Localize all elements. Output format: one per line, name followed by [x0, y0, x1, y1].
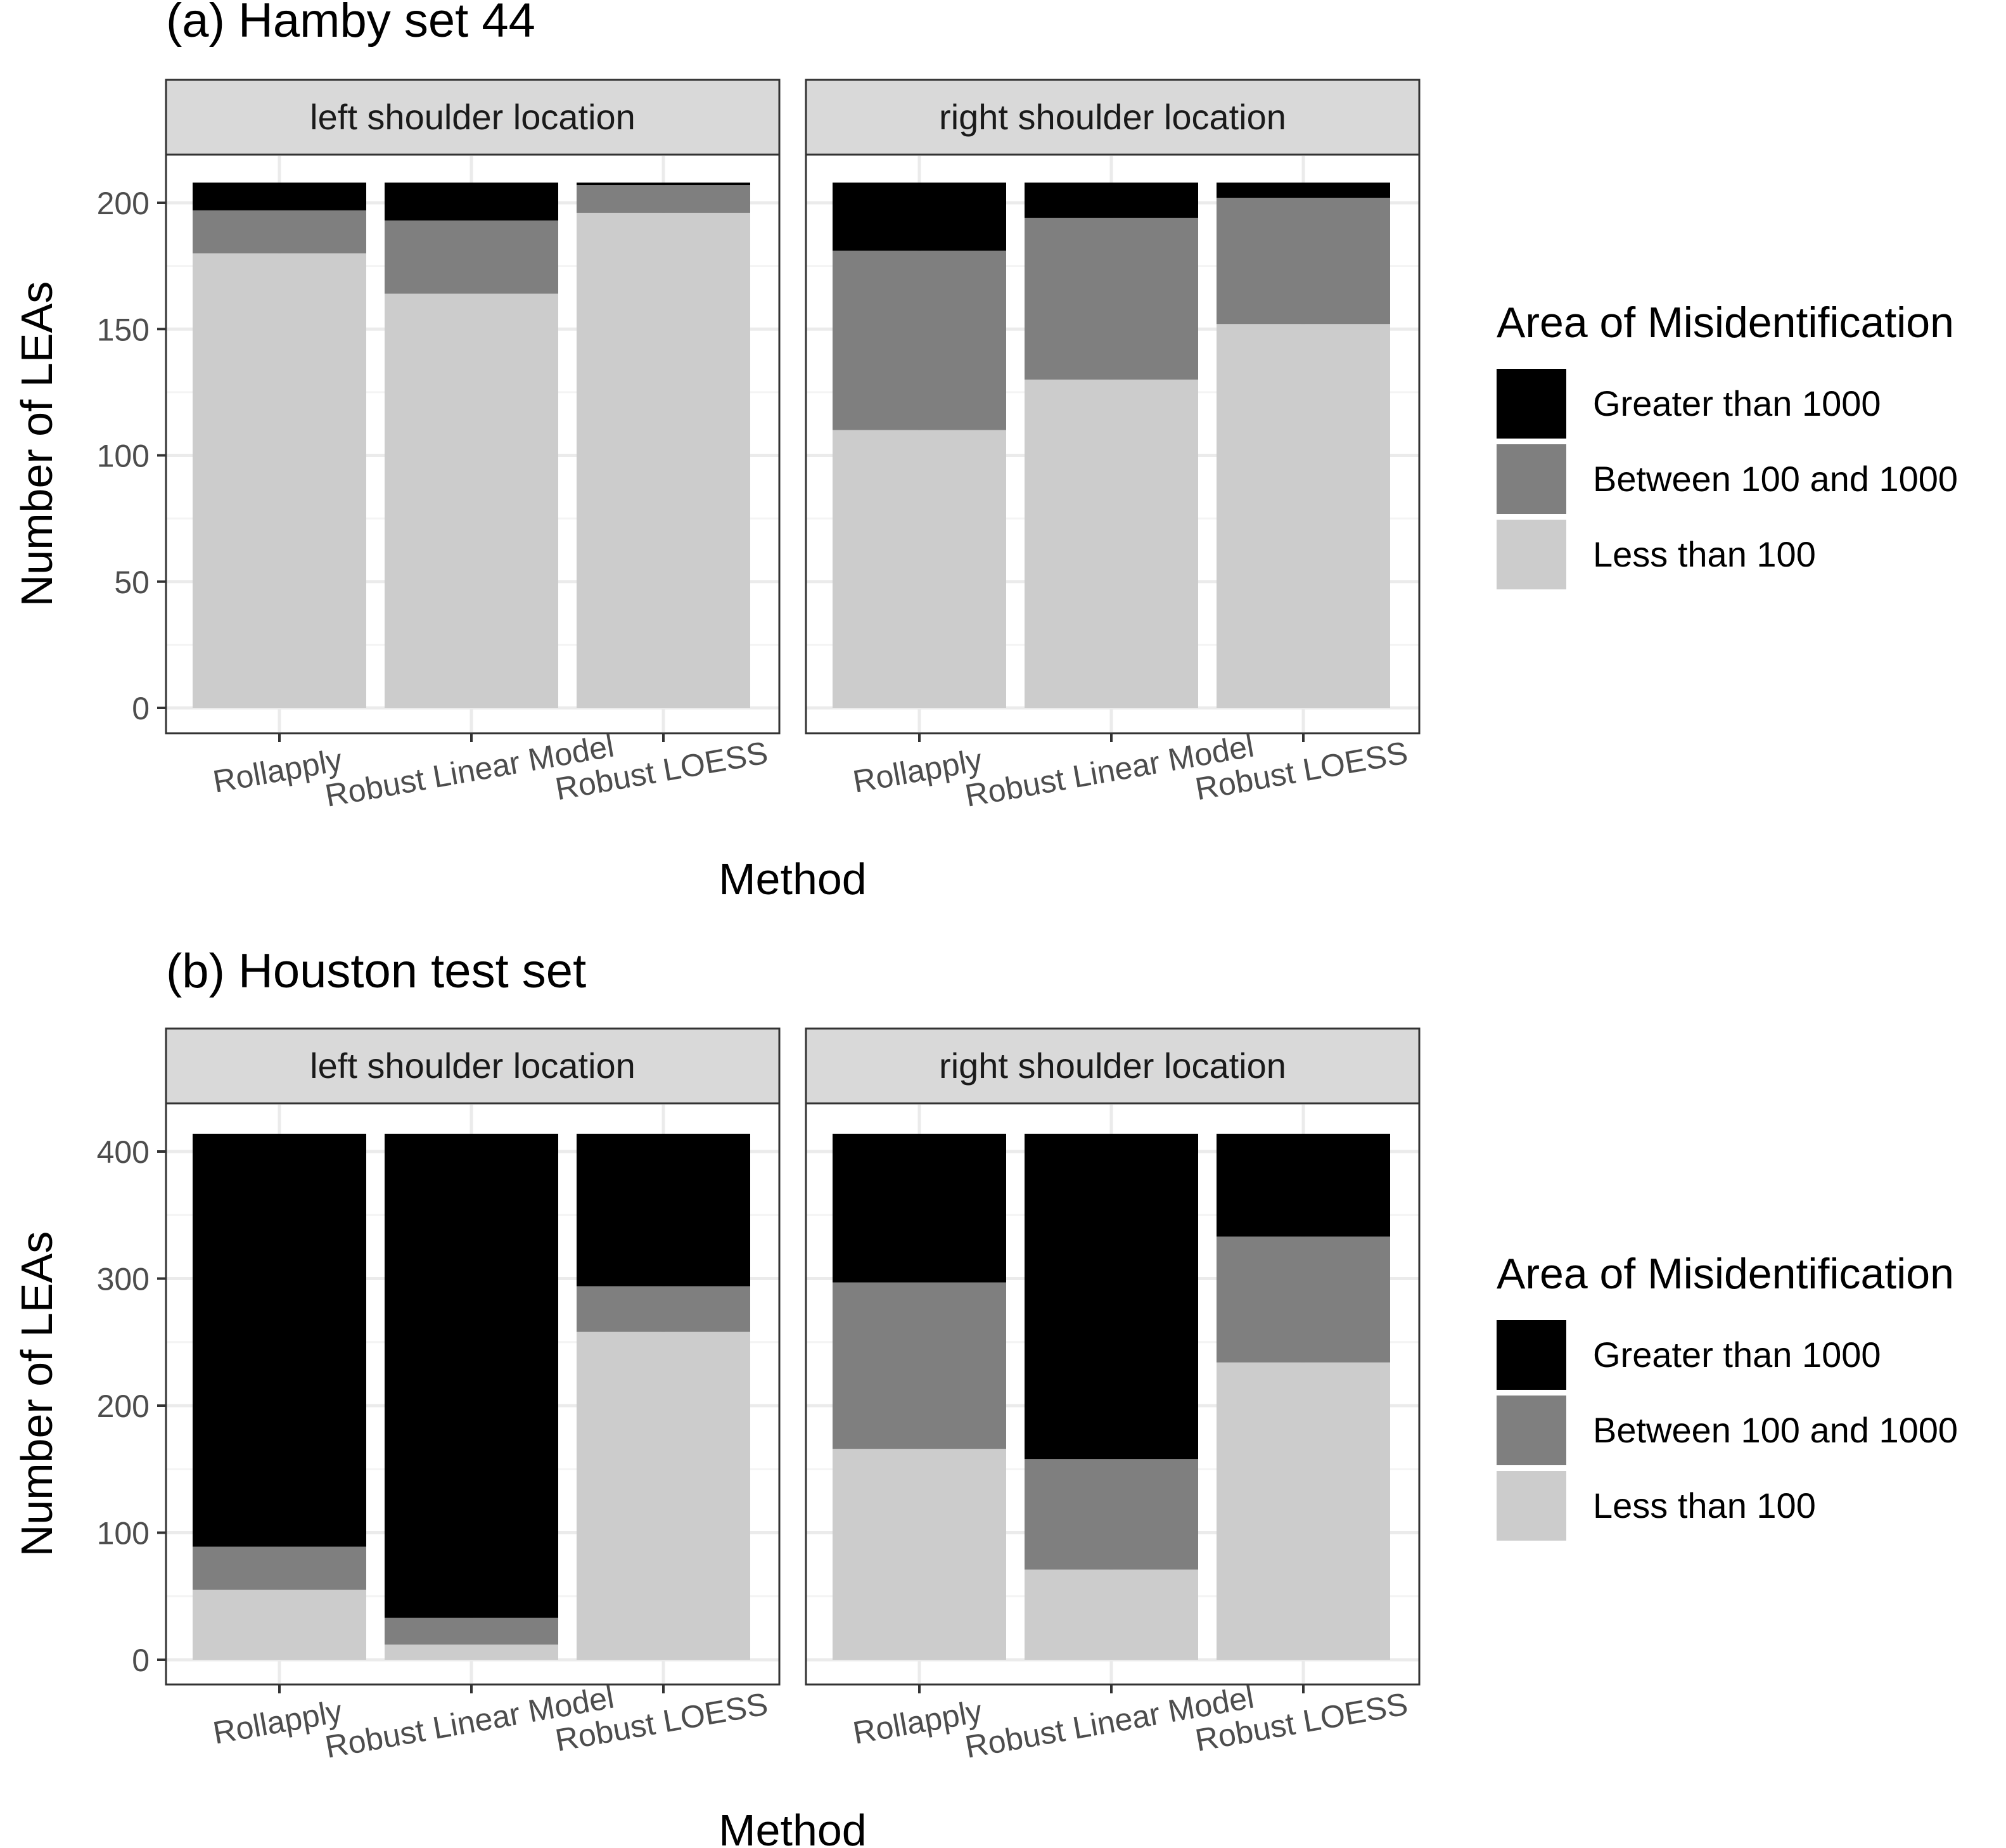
legend-key [1497, 1471, 1566, 1541]
y-tick-label: 100 [97, 439, 150, 474]
y-tick-label: 100 [97, 1516, 150, 1551]
bar-segment [1025, 1459, 1198, 1570]
bar-segment [385, 1617, 558, 1645]
bar-segment [385, 293, 558, 709]
bar-segment [193, 183, 366, 210]
facet-strip-label: left shoulder location [310, 97, 636, 137]
bar-segment [577, 1286, 750, 1332]
x-axis-title: Method [719, 1806, 866, 1848]
legend-key [1497, 1396, 1566, 1465]
facet-strip [805, 79, 1421, 156]
y-tick-label: 0 [132, 691, 150, 726]
facet-strip-label: right shoulder location [939, 97, 1286, 137]
bar-segment [385, 1644, 558, 1660]
bar-segment [1217, 324, 1390, 708]
bar-segment [1025, 379, 1198, 708]
y-tick-label: 200 [97, 186, 150, 221]
bar-segment [577, 1331, 750, 1660]
bar-segment [577, 183, 750, 186]
bar-segment [833, 1282, 1006, 1449]
bar-segment [1217, 1236, 1390, 1363]
bar-segment [833, 430, 1006, 708]
legend-key [1497, 444, 1566, 514]
bar-segment [577, 212, 750, 708]
bar-segment [193, 253, 366, 708]
bar-segment [193, 1133, 366, 1547]
facet-strip-label: right shoulder location [939, 1046, 1286, 1086]
bar-segment [385, 1133, 558, 1618]
x-axis-title: Method [719, 854, 866, 904]
bar-segment [385, 183, 558, 221]
bar-segment [193, 1589, 366, 1660]
bar-segment [193, 1546, 366, 1590]
chart-title: (a) Hamby set 44 [166, 0, 535, 48]
legend-label: Greater than 1000 [1593, 383, 1881, 423]
bar-segment [1217, 198, 1390, 324]
legend-label: Less than 100 [1593, 534, 1816, 574]
bar-segment [1217, 1362, 1390, 1660]
y-tick-label: 300 [97, 1262, 150, 1297]
chart-title: (b) Houston test set [166, 944, 586, 998]
y-tick-label: 50 [114, 565, 150, 600]
facet-strip-label: left shoulder location [310, 1046, 636, 1086]
y-axis-title: Number of LEAs [12, 1231, 61, 1557]
y-tick-label: 150 [97, 312, 150, 347]
legend-key [1497, 1320, 1566, 1390]
bar-segment [1025, 1133, 1198, 1460]
facet-strip [165, 79, 781, 156]
bar-segment [833, 250, 1006, 430]
bar-segment [1217, 183, 1390, 198]
y-tick-label: 0 [132, 1643, 150, 1678]
bar-segment [385, 220, 558, 294]
legend-title: Area of Misidentification [1497, 298, 1954, 347]
legend-label: Between 100 and 1000 [1593, 1410, 1958, 1450]
y-axis-title: Number of LEAs [12, 281, 61, 607]
bar-segment [833, 1449, 1006, 1660]
legend-key [1497, 520, 1566, 589]
facet-strip [805, 1027, 1421, 1105]
bar-segment [833, 1133, 1006, 1283]
bar-segment [1025, 217, 1198, 380]
legend-label: Between 100 and 1000 [1593, 459, 1958, 499]
legend-key [1497, 369, 1566, 439]
bar-segment [1025, 1569, 1198, 1660]
legend-label: Less than 100 [1593, 1485, 1816, 1525]
bar-segment [1025, 183, 1198, 218]
bar-segment [577, 1133, 750, 1287]
bar-segment [833, 183, 1006, 251]
bar-segment [577, 185, 750, 213]
bar-segment [193, 210, 366, 253]
bar-segment [1217, 1133, 1390, 1237]
legend-title: Area of Misidentification [1497, 1250, 1954, 1298]
y-tick-label: 200 [97, 1389, 150, 1424]
y-tick-label: 400 [97, 1134, 150, 1170]
legend-label: Greater than 1000 [1593, 1335, 1881, 1375]
